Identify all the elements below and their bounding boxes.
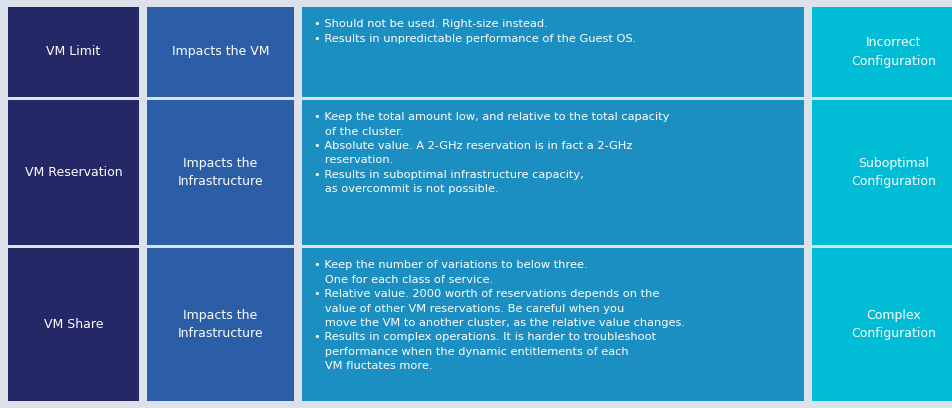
FancyBboxPatch shape bbox=[811, 100, 952, 245]
Text: VM Limit: VM Limit bbox=[47, 45, 100, 58]
FancyBboxPatch shape bbox=[811, 248, 952, 401]
Text: VM Share: VM Share bbox=[44, 318, 103, 331]
Text: Impacts the
Infrastructure: Impacts the Infrastructure bbox=[178, 309, 263, 340]
Text: VM Reservation: VM Reservation bbox=[25, 166, 122, 179]
Text: Impacts the
Infrastructure: Impacts the Infrastructure bbox=[178, 157, 263, 188]
Text: Incorrect
Configuration: Incorrect Configuration bbox=[850, 36, 936, 68]
FancyBboxPatch shape bbox=[147, 7, 294, 97]
FancyBboxPatch shape bbox=[811, 7, 952, 97]
Text: Suboptimal
Configuration: Suboptimal Configuration bbox=[850, 157, 936, 188]
FancyBboxPatch shape bbox=[302, 100, 803, 245]
Text: Impacts the VM: Impacts the VM bbox=[171, 45, 269, 58]
Text: • Keep the total amount low, and relative to the total capacity
   of the cluste: • Keep the total amount low, and relativ… bbox=[314, 112, 669, 194]
FancyBboxPatch shape bbox=[302, 7, 803, 97]
Text: • Should not be used. Right-size instead.
• Results in unpredictable performance: • Should not be used. Right-size instead… bbox=[314, 19, 636, 44]
FancyBboxPatch shape bbox=[147, 248, 294, 401]
Text: • Keep the number of variations to below three.
   One for each class of service: • Keep the number of variations to below… bbox=[314, 260, 684, 371]
FancyBboxPatch shape bbox=[8, 248, 139, 401]
FancyBboxPatch shape bbox=[8, 100, 139, 245]
FancyBboxPatch shape bbox=[147, 100, 294, 245]
Text: Complex
Configuration: Complex Configuration bbox=[850, 309, 936, 340]
FancyBboxPatch shape bbox=[8, 7, 139, 97]
FancyBboxPatch shape bbox=[302, 248, 803, 401]
